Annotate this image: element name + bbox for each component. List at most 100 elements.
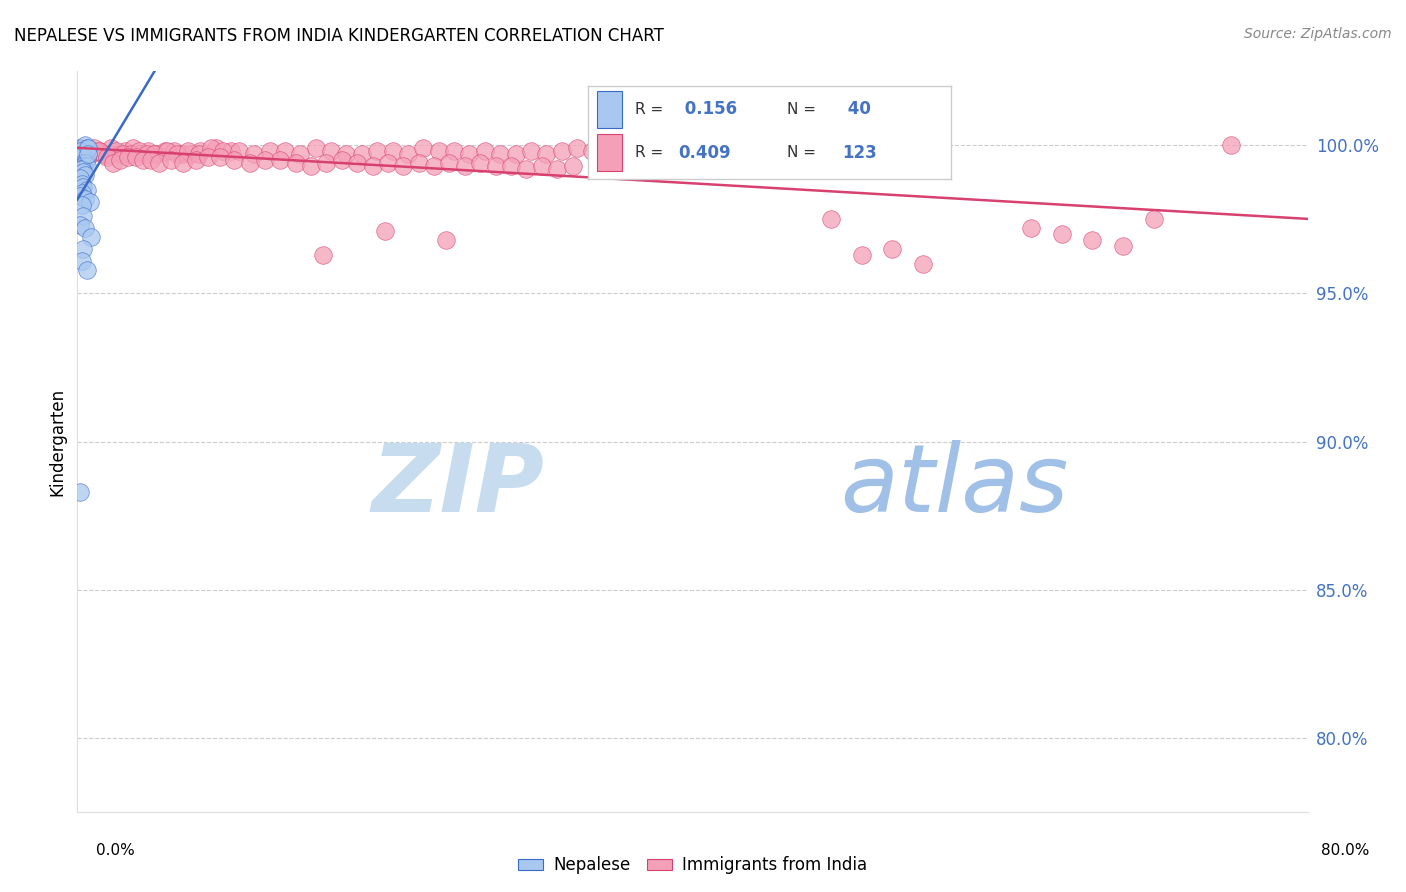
Point	[499, 159, 522, 173]
Point	[361, 159, 384, 173]
Point	[96, 150, 118, 164]
Point	[1019, 221, 1042, 235]
Point	[112, 147, 135, 161]
Point	[219, 145, 242, 159]
Point	[121, 141, 143, 155]
Point	[243, 147, 266, 161]
Point	[396, 147, 419, 161]
Point	[83, 141, 105, 155]
Point	[439, 156, 461, 170]
Point	[163, 145, 186, 159]
Point	[315, 156, 337, 170]
Point	[290, 147, 312, 161]
Point	[374, 224, 396, 238]
Point	[474, 145, 496, 159]
Point	[269, 153, 291, 168]
Point	[141, 153, 163, 168]
Point	[143, 147, 166, 161]
Point	[166, 147, 188, 161]
Point	[458, 147, 481, 161]
Point	[70, 177, 93, 191]
Point	[454, 159, 477, 173]
Point	[1219, 138, 1241, 153]
Point	[153, 145, 176, 159]
Point	[136, 145, 159, 159]
Point	[530, 159, 553, 173]
Point	[366, 145, 388, 159]
Point	[330, 153, 353, 168]
Point	[377, 156, 399, 170]
Point	[177, 145, 200, 159]
Point	[72, 165, 94, 179]
Point	[73, 153, 96, 168]
Point	[110, 153, 132, 168]
Point	[204, 141, 226, 155]
Text: NEPALESE VS IMMIGRANTS FROM INDIA KINDERGARTEN CORRELATION CHART: NEPALESE VS IMMIGRANTS FROM INDIA KINDER…	[14, 27, 664, 45]
Point	[912, 257, 935, 271]
Text: 80.0%: 80.0%	[1322, 843, 1369, 858]
Point	[70, 159, 93, 173]
Point	[259, 145, 281, 159]
Point	[98, 147, 121, 161]
Point	[69, 162, 91, 177]
Point	[76, 262, 98, 277]
Point	[72, 147, 94, 161]
Point	[172, 156, 194, 170]
Point	[108, 147, 131, 161]
Point	[72, 242, 94, 256]
Point	[536, 147, 558, 161]
Point	[100, 141, 122, 155]
Point	[148, 156, 170, 170]
Point	[69, 188, 91, 202]
Point	[128, 145, 150, 159]
Point	[209, 150, 232, 164]
Point	[129, 147, 152, 161]
Point	[1081, 233, 1104, 247]
Point	[551, 145, 574, 159]
Point	[408, 156, 430, 170]
Point	[86, 145, 108, 159]
Point	[253, 153, 276, 168]
Point	[155, 145, 177, 159]
Point	[101, 156, 124, 170]
Point	[69, 141, 91, 155]
Point	[80, 230, 103, 244]
Point	[489, 147, 512, 161]
Point	[350, 147, 373, 161]
Point	[82, 145, 104, 159]
Point	[132, 153, 155, 168]
Point	[423, 159, 446, 173]
Point	[76, 141, 98, 155]
Point	[212, 145, 235, 159]
Point	[561, 159, 583, 173]
Point	[70, 253, 93, 268]
Point	[87, 145, 110, 159]
Point	[228, 145, 250, 159]
Point	[224, 153, 246, 168]
Point	[1143, 212, 1166, 227]
Point	[114, 145, 136, 159]
Point	[581, 145, 603, 159]
Point	[851, 248, 873, 262]
Point	[70, 147, 93, 161]
Point	[72, 145, 94, 159]
Point	[89, 145, 111, 159]
Point	[72, 150, 94, 164]
Point	[70, 145, 93, 159]
Point	[346, 156, 368, 170]
Point	[520, 145, 543, 159]
Point	[77, 145, 100, 159]
Point	[70, 162, 93, 177]
Point	[188, 145, 212, 159]
Point	[1112, 239, 1135, 253]
Point	[120, 147, 142, 161]
Point	[612, 145, 634, 159]
Point	[94, 147, 117, 161]
Point	[146, 147, 169, 161]
Point	[72, 179, 94, 194]
Point	[73, 156, 96, 170]
Point	[882, 242, 904, 256]
Point	[627, 145, 650, 159]
Point	[160, 153, 183, 168]
Text: ZIP: ZIP	[373, 440, 546, 532]
